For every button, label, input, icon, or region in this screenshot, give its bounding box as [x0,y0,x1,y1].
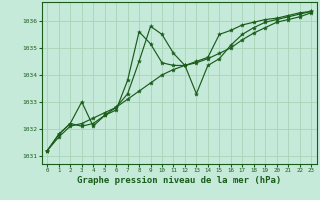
X-axis label: Graphe pression niveau de la mer (hPa): Graphe pression niveau de la mer (hPa) [77,176,281,185]
